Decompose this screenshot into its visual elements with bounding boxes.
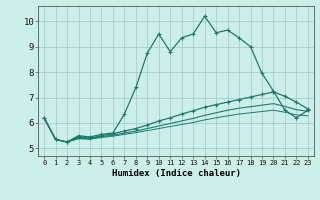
X-axis label: Humidex (Indice chaleur): Humidex (Indice chaleur)	[111, 169, 241, 178]
